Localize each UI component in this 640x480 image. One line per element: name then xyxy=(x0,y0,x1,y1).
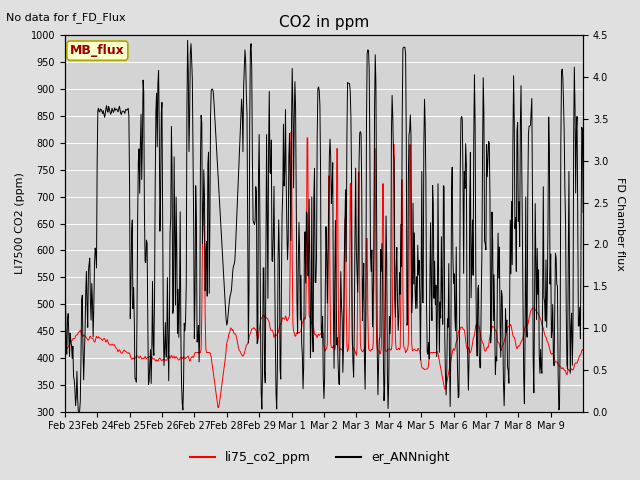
Legend: li75_co2_ppm, er_ANNnight: li75_co2_ppm, er_ANNnight xyxy=(186,446,454,469)
Title: CO2 in ppm: CO2 in ppm xyxy=(279,15,369,30)
Text: MB_flux: MB_flux xyxy=(70,44,125,57)
Y-axis label: LI7500 CO2 (ppm): LI7500 CO2 (ppm) xyxy=(15,173,25,275)
Y-axis label: FD Chamber flux: FD Chamber flux xyxy=(615,177,625,270)
Text: No data for f_FD_Flux: No data for f_FD_Flux xyxy=(6,12,126,23)
